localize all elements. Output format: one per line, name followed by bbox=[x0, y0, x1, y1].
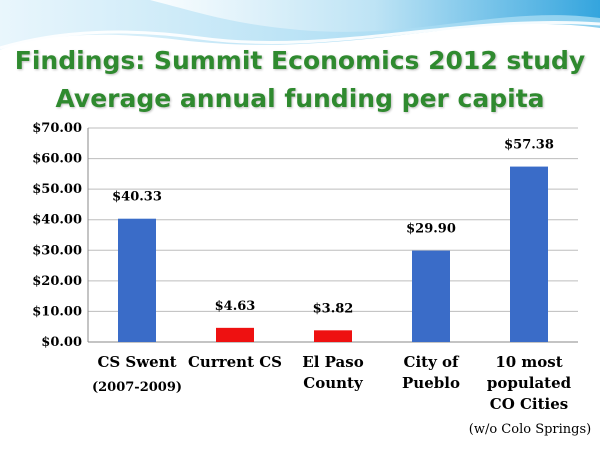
bar bbox=[314, 330, 352, 342]
x-category-label: populated bbox=[487, 374, 572, 392]
y-tick-label: $60.00 bbox=[32, 152, 82, 167]
y-tick-label: $10.00 bbox=[32, 304, 82, 319]
data-labels: $40.33 $4.63 $3.82 $29.90 $57.38 bbox=[112, 138, 554, 317]
x-category-label: 10 most bbox=[495, 353, 562, 371]
x-category-label: El Paso bbox=[302, 353, 363, 371]
data-label: $3.82 bbox=[313, 301, 354, 316]
data-label: $40.33 bbox=[112, 190, 162, 205]
data-label: $57.38 bbox=[504, 138, 554, 153]
slide-title: Findings: Summit Economics 2012 study bbox=[14, 46, 586, 75]
y-tick-label: $0.00 bbox=[41, 335, 82, 350]
x-axis: CS Swent (2007-2009) Current CS El Paso Coun… bbox=[92, 353, 572, 413]
y-axis: $0.00 $10.00 $20.00 $30.00 $40.00 $50.00 $60.0… bbox=[32, 121, 89, 350]
x-category-label: City of bbox=[404, 353, 461, 371]
data-label: $29.90 bbox=[406, 222, 456, 237]
x-category-label: CO Cities bbox=[490, 395, 568, 413]
data-label: $4.63 bbox=[215, 299, 256, 314]
x-category-label: County bbox=[303, 374, 364, 392]
y-tick-label: $20.00 bbox=[32, 274, 82, 289]
x-category-label: CS Swent bbox=[97, 353, 176, 371]
bar bbox=[216, 327, 254, 342]
x-category-label: Pueblo bbox=[402, 374, 460, 392]
y-tick-label: $40.00 bbox=[32, 213, 82, 228]
x-category-label: Current CS bbox=[188, 353, 282, 371]
y-tick-label: $30.00 bbox=[32, 243, 82, 258]
bars bbox=[118, 166, 548, 342]
footnote: (w/o Colo Springs) bbox=[469, 422, 591, 437]
slide-subtitle: Average annual funding per capita bbox=[55, 84, 545, 113]
x-category-subtitle: (2007-2009) bbox=[92, 380, 182, 395]
bar bbox=[118, 218, 156, 342]
bar bbox=[510, 166, 548, 342]
bar bbox=[412, 250, 450, 342]
y-tick-label: $50.00 bbox=[32, 182, 82, 197]
y-tick-label: $70.00 bbox=[32, 121, 82, 136]
